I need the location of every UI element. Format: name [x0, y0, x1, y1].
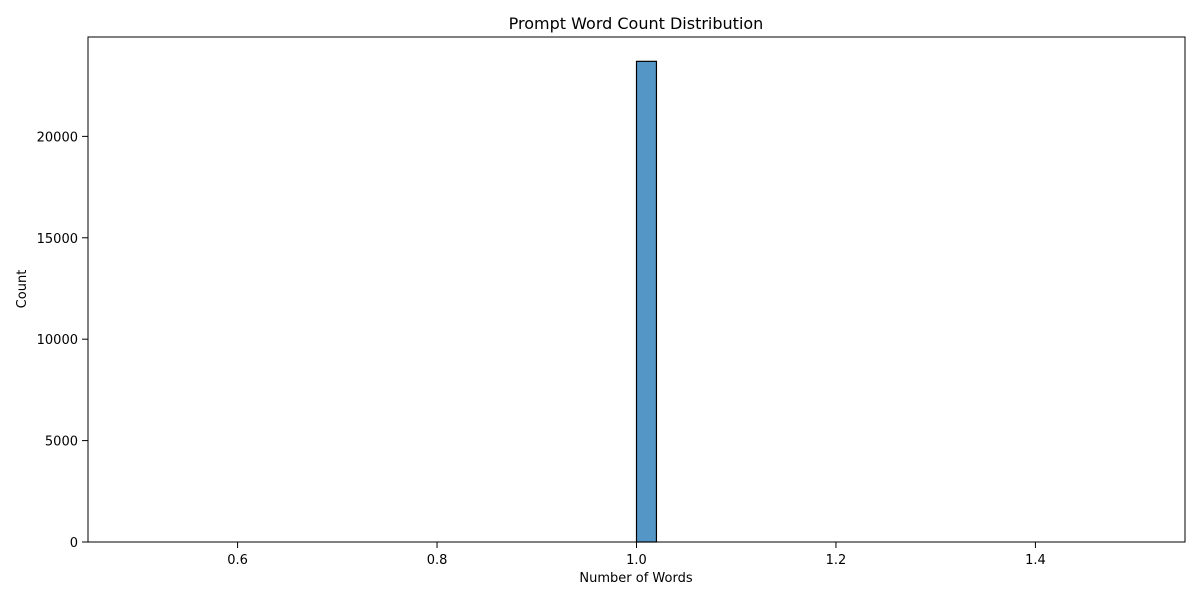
y-tick-label: 0	[70, 536, 78, 551]
y-tick-label: 10000	[37, 333, 78, 348]
chart-title: Prompt Word Count Distribution	[509, 14, 764, 33]
y-axis-label: Count	[15, 270, 30, 309]
histogram-bar	[635, 60, 658, 543]
x-tick-label: 0.8	[427, 553, 448, 568]
ticks: 0.6 0.8 1.0 1.2 1.4 0 5000 10000 15000 20000	[37, 130, 1046, 568]
x-tick-label: 1.4	[1025, 553, 1046, 568]
x-axis-label: Number of Words	[579, 571, 692, 586]
x-tick-label: 0.6	[227, 553, 248, 568]
y-tick-label: 5000	[45, 435, 78, 450]
y-tick-label: 20000	[37, 130, 78, 145]
x-tick-label: 1.0	[626, 553, 647, 568]
x-tick-label: 1.2	[826, 553, 847, 568]
histogram-bars	[635, 60, 658, 543]
y-tick-label: 15000	[37, 232, 78, 247]
